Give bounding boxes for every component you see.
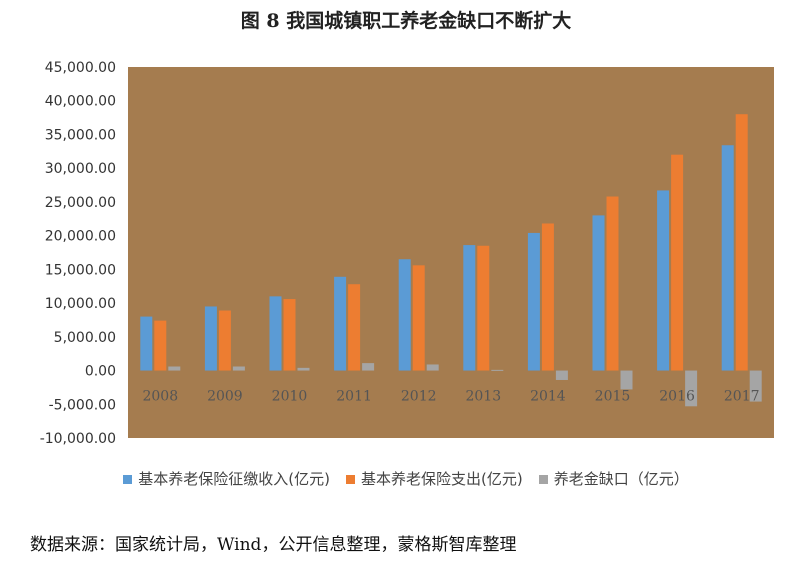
y-tick-label: 0.00 [85,364,116,380]
bar-expense-2013 [477,245,490,371]
y-tick-label: 15,000.00 [45,262,116,278]
bar-gap-2012 [426,364,439,371]
y-tick-label: 35,000.00 [45,127,116,143]
bar-income-2017 [721,145,734,371]
bar-gap-2009 [232,366,245,371]
bar-expense-2016 [671,154,684,371]
chart-title: 图 8 我国城镇职工养老金缺口不断扩大 [240,10,572,32]
chart-legend: 基本养老保险征缴收入(亿元) 基本养老保险支出(亿元) 养老金缺口（亿元） [0,468,812,489]
legend-label: 基本养老保险征缴收入(亿元) [138,470,330,488]
bar-chart: 45,000.00 40,000.00 35,000.00 30,000.00 25,0… [40,60,774,447]
y-tick-label: -5,000.00 [49,397,116,413]
y-tick-label: 30,000.00 [45,161,116,177]
legend-item: 基本养老保险支出(亿元) [345,468,523,489]
legend-label: 养老金缺口（亿元） [553,470,689,488]
bar-gap-2014 [555,370,568,380]
y-tick-label: -10,000.00 [40,431,116,447]
source-note: 数据来源：国家统计局，Wind，公开信息整理，蒙格斯智库整理 [30,535,517,555]
x-tick-label: 2011 [336,389,372,405]
x-tick-label: 2010 [272,389,308,405]
bar-expense-2008 [154,320,167,371]
bar-gap-2010 [297,367,310,371]
y-tick-label: 10,000.00 [45,296,116,312]
x-tick-label: 2008 [142,389,178,405]
x-tick-label: 2009 [207,389,243,405]
y-tick-label: 40,000.00 [45,94,116,110]
bar-expense-2015 [606,196,619,371]
legend-label: 基本养老保险支出(亿元) [360,470,523,488]
bar-expense-2017 [735,114,748,371]
bar-income-2014 [527,232,540,371]
bar-income-2015 [592,215,605,371]
x-tick-label: 2017 [724,389,760,405]
bar-income-2011 [334,276,347,371]
bar-gap-2008 [168,366,181,371]
bar-income-2016 [657,190,670,371]
legend-swatch [538,475,548,484]
legend-swatch [123,475,133,484]
x-tick-label: 2013 [465,389,501,405]
legend-item: 养老金缺口（亿元） [538,468,689,489]
bar-expense-2011 [348,284,361,371]
x-tick-label: 2012 [401,389,437,405]
bar-expense-2010 [283,299,296,371]
bar-income-2010 [269,296,282,371]
x-tick-label: 2014 [530,389,566,405]
y-tick-label: 25,000.00 [45,195,116,211]
bar-expense-2014 [541,223,554,371]
y-tick-label: 45,000.00 [45,60,116,76]
bar-gap-2017 [749,370,762,402]
y-tick-label: 20,000.00 [45,229,116,245]
bar-income-2012 [398,259,411,371]
x-tick-label: 2015 [595,389,631,405]
legend-swatch [345,475,355,484]
bar-income-2008 [140,316,153,371]
bar-gap-2011 [362,363,375,371]
bar-expense-2009 [218,310,231,371]
bar-expense-2012 [412,265,425,371]
bar-income-2009 [204,306,217,371]
legend-item: 基本养老保险征缴收入(亿元) [123,468,330,489]
bar-gap-2013 [491,369,504,371]
bar-gap-2015 [620,370,633,390]
y-tick-label: 5,000.00 [54,330,116,346]
x-tick-label: 2016 [659,389,695,405]
bar-gap-2016 [685,370,698,407]
bar-income-2013 [463,245,476,371]
